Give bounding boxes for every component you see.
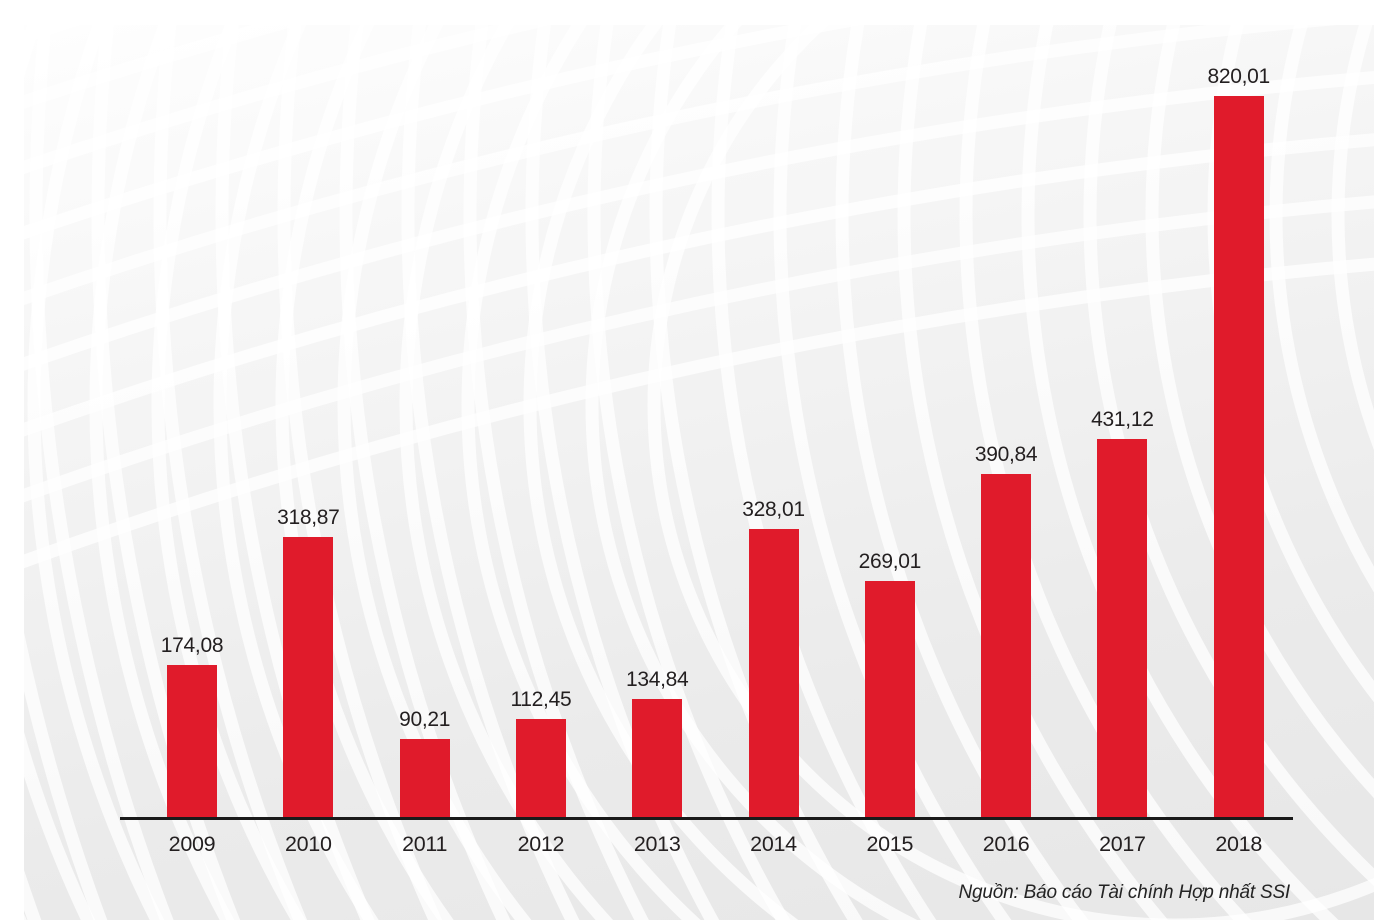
x-axis-tick-label-2012: 2012 [517, 832, 565, 856]
bar-value-label-2010: 318,87 [277, 506, 340, 529]
x-axis-tick-label-2017: 2017 [1099, 832, 1146, 856]
x-axis-tick-label-2009: 2009 [168, 832, 216, 856]
wave-pattern-background [24, 25, 1374, 920]
x-axis-tick-label-2011: 2011 [402, 832, 448, 856]
bar-value-label-2017: 431,12 [1091, 408, 1154, 431]
bar-2013 [632, 699, 683, 818]
bar-value-label-2014: 328,01 [742, 498, 805, 521]
x-axis-tick-label-2013: 2013 [633, 832, 681, 856]
bar-value-label-2015: 269,01 [858, 550, 922, 573]
x-axis-tick-label-2014: 2014 [750, 832, 797, 856]
bar-value-label-2009: 174,08 [160, 634, 224, 657]
x-axis-tick-label-2010: 2010 [284, 832, 332, 856]
x-axis-tick-label-2016: 2016 [982, 832, 1030, 856]
bar-value-label-2013: 134,84 [625, 668, 689, 691]
bar-2010 [283, 537, 334, 818]
bar-value-label-2016: 390,84 [974, 443, 1038, 466]
bar-2009 [167, 665, 217, 818]
bar-2017 [1097, 439, 1148, 818]
x-axis-tick-label-2015: 2015 [866, 832, 914, 856]
source-caption: Nguồn: Báo cáo Tài chính Hợp nhất SSI [958, 882, 1290, 903]
bar-2018 [1213, 96, 1264, 818]
bar-2012 [515, 719, 566, 818]
bar-2011 [399, 739, 450, 818]
bar-2014 [748, 529, 799, 818]
bar-2016 [981, 474, 1032, 818]
bar-value-label-2011: 90,21 [399, 708, 451, 731]
bar-value-label-2012: 112,45 [510, 688, 572, 711]
x-axis-line [120, 817, 1293, 820]
bar-2015 [864, 581, 915, 818]
x-axis-tick-label-2018: 2018 [1215, 832, 1262, 856]
bar-value-label-2018: 820,01 [1207, 65, 1270, 88]
chart-panel [24, 25, 1374, 920]
